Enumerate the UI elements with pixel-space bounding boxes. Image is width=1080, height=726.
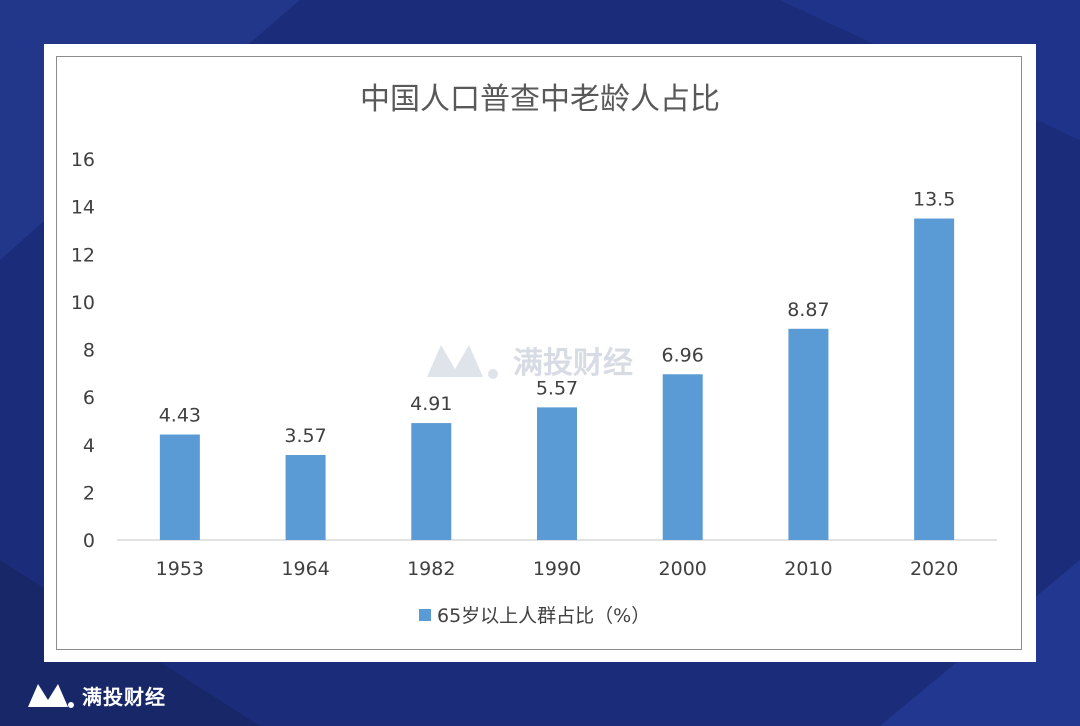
data-label: 8.87 bbox=[787, 299, 829, 321]
data-label: 3.57 bbox=[284, 425, 326, 447]
x-tick-label: 1990 bbox=[533, 558, 581, 580]
bar-1982 bbox=[411, 423, 452, 540]
data-label: 4.91 bbox=[410, 393, 452, 415]
watermark: 满投财经 bbox=[427, 345, 633, 381]
bar-2020 bbox=[914, 218, 955, 540]
x-tick-label: 1982 bbox=[407, 558, 455, 580]
bar-1953 bbox=[159, 434, 200, 540]
chart-frame: 满投财经 中国人口普查中老龄人占比 0 2 4 6 8 10 12 14 16 4.43 3.57… bbox=[56, 56, 1022, 650]
data-label: 5.57 bbox=[536, 377, 578, 399]
x-tick-label: 2020 bbox=[910, 558, 958, 580]
x-tick-label: 2000 bbox=[659, 558, 707, 580]
chart-title: 中国人口普查中老龄人占比 bbox=[360, 82, 720, 117]
bar-1964 bbox=[285, 454, 326, 540]
y-tick-label: 14 bbox=[71, 197, 95, 219]
y-tick-label: 8 bbox=[83, 340, 95, 362]
y-tick-label: 12 bbox=[71, 244, 95, 266]
bars bbox=[159, 218, 955, 540]
brand-name: 满投财经 bbox=[82, 684, 166, 709]
bar-1990 bbox=[537, 407, 577, 540]
x-tick-label: 2010 bbox=[784, 558, 832, 580]
watermark-logo-icon bbox=[427, 345, 483, 377]
x-tick-label: 1964 bbox=[281, 558, 329, 580]
y-tick-label: 2 bbox=[83, 482, 95, 504]
y-axis-ticks: 0 2 4 6 8 10 12 14 16 bbox=[71, 149, 95, 552]
bar-2000 bbox=[662, 374, 703, 540]
y-tick-label: 10 bbox=[71, 292, 95, 314]
y-tick-label: 4 bbox=[83, 435, 95, 457]
x-tick-label: 1953 bbox=[156, 558, 204, 580]
y-tick-label: 0 bbox=[83, 530, 95, 552]
legend: 65岁以上人群占比（%） bbox=[419, 605, 650, 627]
watermark-dot bbox=[488, 369, 498, 379]
legend-label: 65岁以上人群占比（%） bbox=[437, 605, 650, 627]
chart-card: 满投财经 中国人口普查中老龄人占比 0 2 4 6 8 10 12 14 16 4.43 3.57… bbox=[44, 44, 1036, 662]
data-label: 4.43 bbox=[159, 405, 201, 427]
legend-swatch bbox=[419, 609, 431, 621]
bar-2010 bbox=[788, 328, 829, 540]
brand: 满投财经 bbox=[28, 680, 166, 710]
bar-chart: 满投财经 中国人口普查中老龄人占比 0 2 4 6 8 10 12 14 16 4.43 3.57… bbox=[71, 82, 997, 627]
mountain-logo-icon bbox=[28, 684, 74, 708]
watermark-text: 满投财经 bbox=[513, 346, 633, 381]
y-tick-label: 16 bbox=[71, 149, 95, 171]
data-label: 13.5 bbox=[913, 189, 955, 211]
data-labels: 4.43 3.57 4.91 5.57 6.96 8.87 13.5 bbox=[159, 189, 956, 447]
x-axis-ticks: 1953 1964 1982 1990 2000 2010 2020 bbox=[156, 558, 959, 580]
y-tick-label: 6 bbox=[83, 387, 95, 409]
data-label: 6.96 bbox=[662, 344, 704, 366]
